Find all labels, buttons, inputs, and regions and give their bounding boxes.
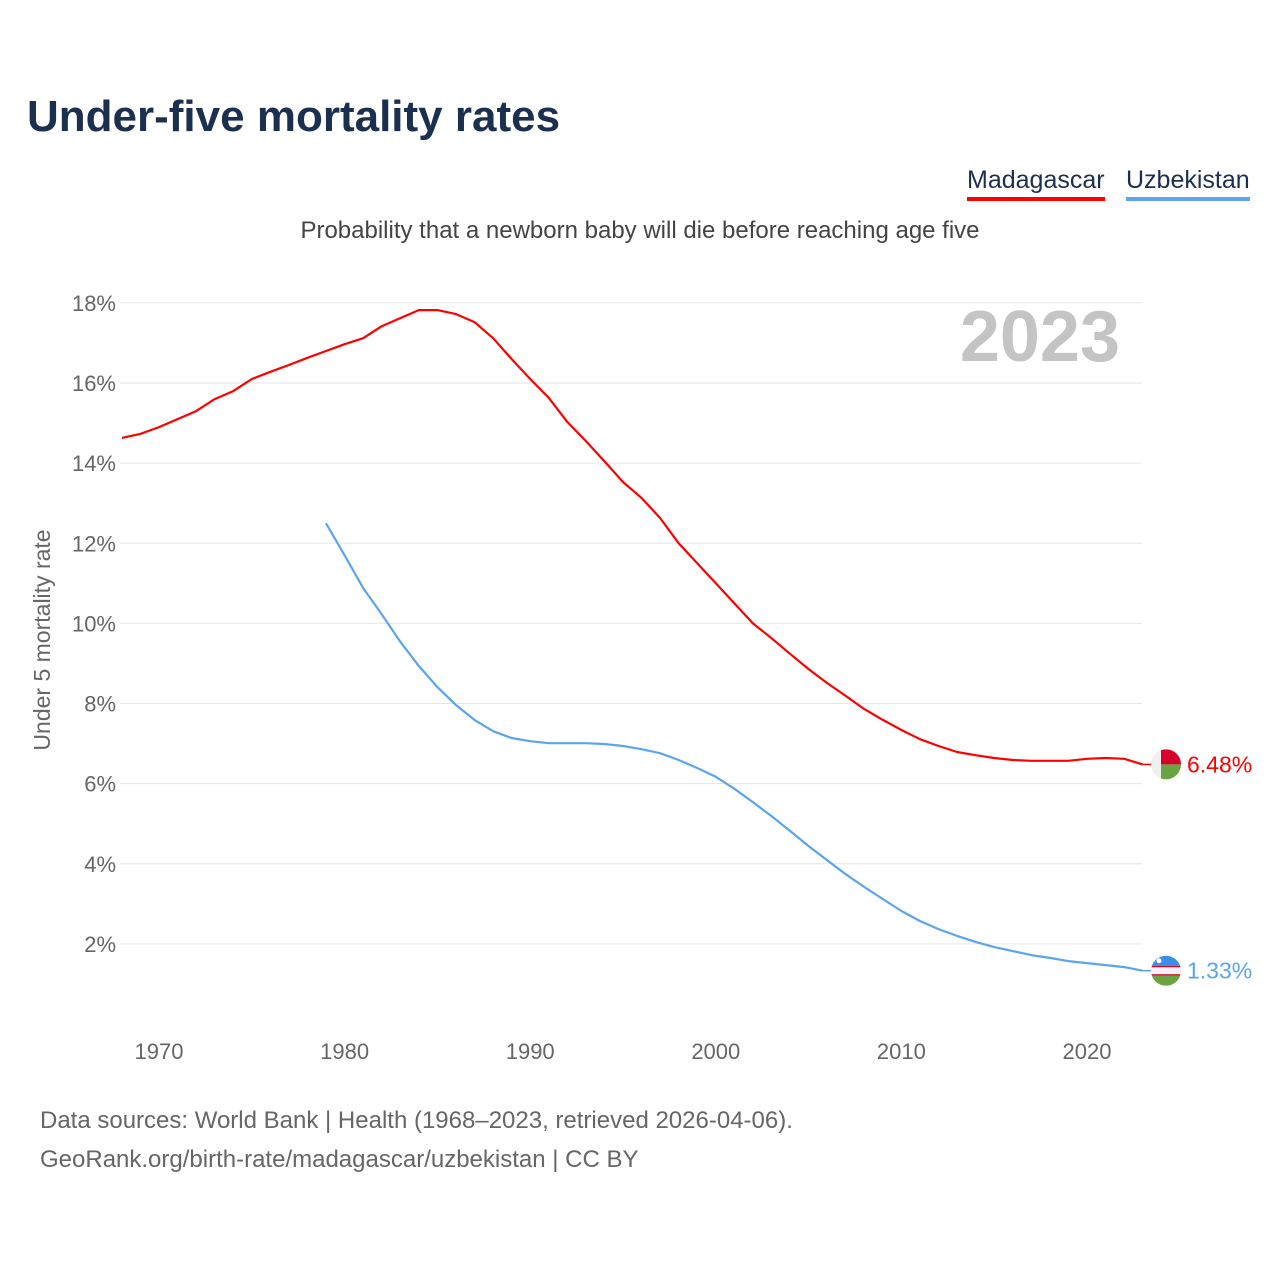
y-tick-label: 2% (84, 932, 116, 957)
y-tick-label: 12% (72, 531, 116, 556)
y-tick-label: 8% (84, 692, 116, 717)
y-tick-label: 14% (72, 451, 116, 476)
source-note: Data sources: World Bank | Health (1968–… (40, 1107, 793, 1134)
x-tick-label: 1990 (506, 1039, 555, 1064)
chart-subtitle: Probability that a newborn baby will die… (300, 217, 980, 244)
x-tick-label: 2020 (1063, 1039, 1112, 1064)
series-line-madagascar[interactable] (121, 309, 1144, 766)
source-link[interactable]: GeoRank.org/birth-rate/madagascar/uzbeki… (40, 1146, 639, 1173)
legend-madagascar[interactable]: Madagascar (967, 166, 1105, 201)
x-tick-label: 1980 (320, 1039, 369, 1064)
chart-title: Under-five mortality rates (27, 92, 561, 141)
y-tick-label: 18% (72, 291, 116, 316)
y-tick-label: 16% (72, 371, 116, 396)
madagascar-flag-icon (1151, 749, 1181, 780)
x-tick-label: 2000 (691, 1039, 740, 1064)
year-label: 2023 (960, 297, 1120, 377)
series-line-uzbekistan[interactable] (325, 522, 1143, 972)
uzbekistan-flag-icon (1151, 955, 1181, 986)
y-tick-label: 6% (84, 772, 116, 797)
y-tick-label: 4% (84, 852, 116, 877)
legend-uzbekistan[interactable]: Uzbekistan (1126, 166, 1250, 201)
end-value-label: 1.33% (1187, 958, 1252, 984)
y-tick-label: 10% (72, 611, 116, 636)
end-value-label: 6.48% (1187, 751, 1252, 777)
y-axis-label: Under 5 mortality rate (29, 529, 55, 750)
x-tick-label: 2010 (877, 1039, 926, 1064)
x-tick-label: 1970 (135, 1039, 184, 1064)
